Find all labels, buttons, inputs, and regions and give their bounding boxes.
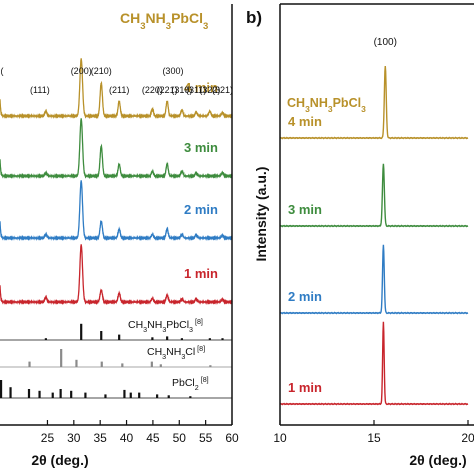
peak-label: (200) <box>71 66 92 76</box>
series-1-min-pattern <box>0 244 233 306</box>
reference-label-part: CH <box>147 346 162 358</box>
reference-label-part: NH <box>166 346 181 358</box>
series-3-min-pattern <box>279 163 469 228</box>
reference-label: PbCl2 [8] <box>172 376 209 392</box>
peak-label: (300) <box>162 66 183 76</box>
series-label: 1 min <box>184 266 218 281</box>
x-tick-label: 25 <box>41 431 55 445</box>
series-4-min-pattern <box>279 66 469 140</box>
series-label: 4 min <box>184 80 218 95</box>
reference-label-part: [8] <box>195 345 205 353</box>
peak-label: (310) <box>171 85 192 95</box>
compound-title-part: 3 <box>203 21 208 32</box>
series-label: 1 min <box>288 380 322 395</box>
reference-label-part: Cl <box>185 346 195 358</box>
peak-label: (220) <box>142 85 163 95</box>
peak-label: (322) <box>199 85 220 95</box>
x-tick-label: 40 <box>120 431 134 445</box>
compound-title-part: 3 <box>140 21 145 32</box>
reference-label-part: 3 <box>143 326 147 334</box>
compound-title-part: 3 <box>166 21 171 32</box>
compound-title: CH3NH3PbCl3 <box>287 96 366 114</box>
series-2-min-pattern <box>279 244 469 315</box>
compound-title-part: NH <box>310 96 328 110</box>
compound-title-part: NH <box>146 10 166 26</box>
x-tick-label: 30 <box>67 431 81 445</box>
reference-label-part: CH <box>128 319 143 331</box>
compound-title: CH3NH3PbCl3 <box>120 10 208 32</box>
reference-label-part: [8] <box>199 376 209 384</box>
x-tick-label: 35 <box>94 431 108 445</box>
x-axis-title: 2θ (deg.) <box>409 452 466 468</box>
series-1-min-pattern <box>279 321 469 406</box>
reference-label-part: 3 <box>189 326 193 334</box>
x-tick-label: 15 <box>367 431 381 445</box>
x-tick-label: 55 <box>199 431 213 445</box>
reference-label-part: 3 <box>181 353 185 361</box>
peak-label: (311) <box>186 85 206 95</box>
reference-label: CH3NH3PbCl3 [8] <box>128 318 203 334</box>
series-4-min-pattern <box>0 58 233 120</box>
series-label: 2 min <box>184 202 218 217</box>
peak-label: (111) <box>30 85 50 95</box>
reference-label-part: NH <box>147 319 162 331</box>
reference-label: CH3NH3Cl [8] <box>147 345 205 361</box>
reference-label-part: 2 <box>195 384 199 392</box>
compound-title-part: 3 <box>361 104 366 114</box>
x-tick-label: 20 <box>461 431 474 445</box>
reference-label-part: [8] <box>193 318 203 326</box>
reference-label-part: PbCl <box>166 319 189 331</box>
compound-title-part: 3 <box>328 104 333 114</box>
reference-label-part: PbCl <box>172 377 195 389</box>
peak-label: (211) <box>109 85 129 95</box>
x-tick-label: 50 <box>173 431 187 445</box>
series-2-min-pattern <box>0 180 233 242</box>
x-axis-title: 2θ (deg.) <box>31 452 88 468</box>
compound-title-part: PbCl <box>333 96 361 110</box>
peak-label: (321) <box>212 85 233 95</box>
x-tick-label: 60 <box>225 431 239 445</box>
reference-label-part: 3 <box>162 353 166 361</box>
y-axis-title: Intensity (a.u.) <box>253 167 269 262</box>
x-tick-label: 10 <box>273 431 287 445</box>
series-label: 3 min <box>184 140 218 155</box>
panel-label: b) <box>246 8 262 27</box>
series-label: 3 min <box>288 202 322 217</box>
peak-label-clipped: ( <box>1 66 4 76</box>
compound-title-part: PbCl <box>171 10 203 26</box>
reference-label-part: 3 <box>162 326 166 334</box>
series-3-min-pattern <box>0 118 233 180</box>
peak-label: (221) <box>157 85 178 95</box>
x-tick-label: 45 <box>146 431 160 445</box>
series-label: 2 min <box>288 289 322 304</box>
compound-title-part: CH <box>287 96 305 110</box>
peak-label: (100) <box>374 37 397 48</box>
compound-title-part: CH <box>120 10 140 26</box>
series-label: 4 min <box>288 114 322 129</box>
compound-title-part: 3 <box>305 104 310 114</box>
peak-label: (210) <box>91 66 112 76</box>
